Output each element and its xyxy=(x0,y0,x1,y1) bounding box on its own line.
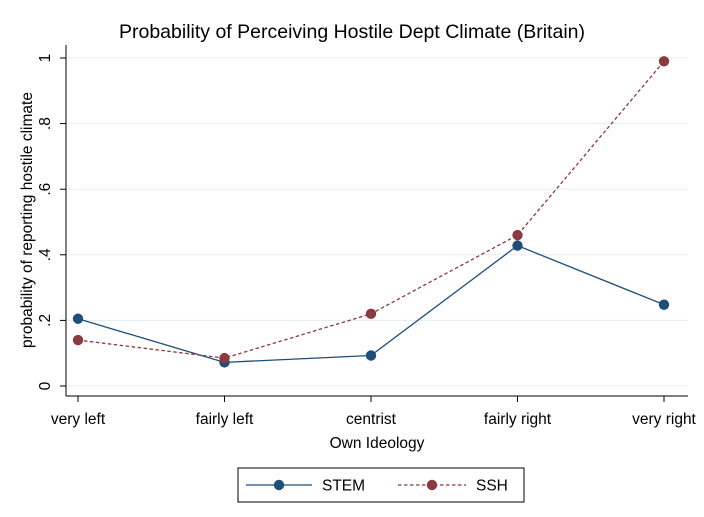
y-tick-label: 0 xyxy=(37,381,54,390)
y-tick-label: .6 xyxy=(37,183,54,196)
legend-label-ssh: SSH xyxy=(476,478,508,495)
data-point-ssh xyxy=(72,334,84,346)
data-point-stem xyxy=(365,350,377,361)
legend-label-stem: STEM xyxy=(322,478,365,495)
y-axis-label: probability of reporting hostile climate xyxy=(19,92,36,348)
data-point-ssh xyxy=(219,352,230,364)
y-tick-label: 1 xyxy=(37,54,54,63)
x-tick-label: very right xyxy=(632,411,696,428)
x-axis-label: Own Ideology xyxy=(330,435,425,452)
legend-marker-stem xyxy=(273,479,285,491)
y-axis-ticks: 0 .2 .4 .6 .8 1 xyxy=(37,54,66,390)
y-tick-label: .2 xyxy=(37,314,54,327)
gridlines xyxy=(67,57,688,387)
x-tick-label: fairly left xyxy=(196,411,254,428)
x-tick-label: centrist xyxy=(346,411,397,428)
y-tick-label: .8 xyxy=(37,117,54,130)
x-axis-ticks: very left fairly left centrist fairly right… xyxy=(51,396,697,428)
x-tick-label: very left xyxy=(51,411,106,428)
data-point-stem xyxy=(658,299,670,310)
x-tick-label: fairly right xyxy=(484,411,552,428)
legend: STEM SSH xyxy=(237,467,525,503)
y-tick-label: .4 xyxy=(37,248,54,261)
series-layer xyxy=(72,56,670,368)
legend-items: STEM SSH xyxy=(246,478,508,495)
data-point-ssh xyxy=(365,308,377,320)
chart-title: Probability of Perceiving Hostile Dept C… xyxy=(119,21,585,43)
data-point-ssh xyxy=(512,229,523,241)
data-point-ssh xyxy=(658,56,670,67)
data-point-stem xyxy=(72,313,84,324)
data-point-stem xyxy=(512,240,523,251)
legend-marker-ssh xyxy=(426,479,438,491)
